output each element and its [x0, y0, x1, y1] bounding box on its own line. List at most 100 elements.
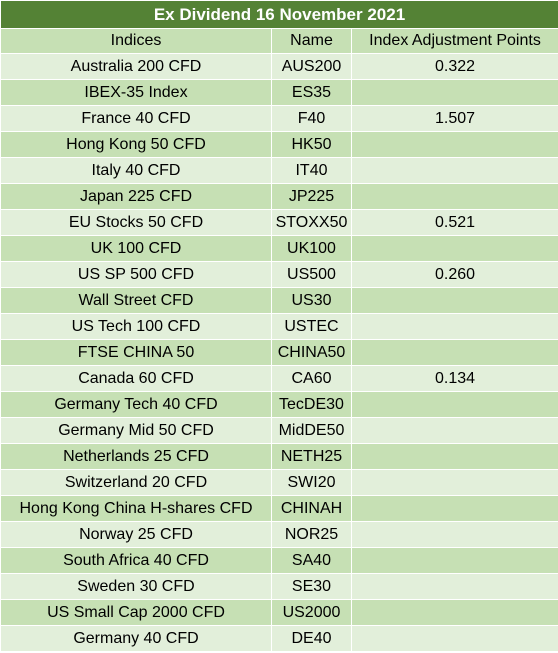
table-row: South Africa 40 CFD SA40 — [0, 547, 558, 574]
cell-adjustment-points — [350, 521, 558, 548]
column-header-name: Name — [271, 28, 352, 54]
cell-adjustment-points — [350, 625, 558, 652]
cell-adjustment-points — [350, 157, 558, 184]
cell-name: US2000 — [271, 599, 352, 626]
cell-index: US Small Cap 2000 CFD — [0, 599, 272, 626]
cell-adjustment-points — [350, 599, 558, 626]
cell-index: Italy 40 CFD — [0, 157, 272, 184]
cell-index: UK 100 CFD — [0, 235, 272, 262]
table-row: Norway 25 CFD NOR25 — [0, 521, 558, 548]
cell-index: Wall Street CFD — [0, 287, 272, 314]
table-row: Italy 40 CFD IT40 — [0, 157, 558, 184]
cell-adjustment-points: 0.260 — [350, 261, 558, 288]
table-row: France 40 CFD F40 1.507 — [0, 105, 558, 132]
cell-name: NOR25 — [271, 521, 352, 548]
table-row: Wall Street CFD US30 — [0, 287, 558, 314]
table-row: Netherlands 25 CFD NETH25 — [0, 443, 558, 470]
cell-adjustment-points — [350, 469, 558, 496]
cell-index: Hong Kong China H-shares CFD — [0, 495, 272, 522]
cell-adjustment-points — [350, 235, 558, 262]
cell-adjustment-points: 0.521 — [350, 209, 558, 236]
cell-adjustment-points: 0.322 — [350, 53, 558, 80]
cell-index: US SP 500 CFD — [0, 261, 272, 288]
cell-name: HK50 — [271, 131, 352, 158]
cell-index: Germany 40 CFD — [0, 625, 272, 652]
cell-index: France 40 CFD — [0, 105, 272, 132]
cell-name: STOXX50 — [271, 209, 352, 236]
cell-name: IT40 — [271, 157, 352, 184]
table-row: IBEX-35 Index ES35 — [0, 79, 558, 106]
table-row: Hong Kong 50 CFD HK50 — [0, 131, 558, 158]
cell-adjustment-points: 0.134 — [350, 365, 558, 392]
table-row: US Tech 100 CFD USTEC — [0, 313, 558, 340]
table-title: Ex Dividend 16 November 2021 — [0, 0, 558, 29]
cell-adjustment-points — [350, 313, 558, 340]
table-row: UK 100 CFD UK100 — [0, 235, 558, 262]
cell-index: Norway 25 CFD — [0, 521, 272, 548]
cell-index: Australia 200 CFD — [0, 53, 272, 80]
cell-index: Sweden 30 CFD — [0, 573, 272, 600]
table-row: EU Stocks 50 CFD STOXX50 0.521 — [0, 209, 558, 236]
cell-name: F40 — [271, 105, 352, 132]
cell-name: CHINAH — [271, 495, 352, 522]
cell-adjustment-points — [350, 287, 558, 314]
cell-index: Hong Kong 50 CFD — [0, 131, 272, 158]
cell-adjustment-points — [350, 79, 558, 106]
cell-name: SE30 — [271, 573, 352, 600]
table-row: Japan 225 CFD JP225 — [0, 183, 558, 210]
cell-index: South Africa 40 CFD — [0, 547, 272, 574]
cell-index: IBEX-35 Index — [0, 79, 272, 106]
cell-adjustment-points — [350, 339, 558, 366]
table-row: Germany Tech 40 CFD TecDE30 — [0, 391, 558, 418]
cell-name: MidDE50 — [271, 417, 352, 444]
cell-name: SA40 — [271, 547, 352, 574]
cell-index: Japan 225 CFD — [0, 183, 272, 210]
cell-index: Canada 60 CFD — [0, 365, 272, 392]
cell-index: FTSE CHINA 50 — [0, 339, 272, 366]
cell-name: USTEC — [271, 313, 352, 340]
cell-adjustment-points — [350, 573, 558, 600]
cell-name: US500 — [271, 261, 352, 288]
cell-name: ES35 — [271, 79, 352, 106]
table-row: Switzerland 20 CFD SWI20 — [0, 469, 558, 496]
cell-name: CHINA50 — [271, 339, 352, 366]
cell-adjustment-points: 1.507 — [350, 105, 558, 132]
cell-name: JP225 — [271, 183, 352, 210]
table-row: US Small Cap 2000 CFD US2000 — [0, 599, 558, 626]
cell-name: NETH25 — [271, 443, 352, 470]
cell-index: US Tech 100 CFD — [0, 313, 272, 340]
column-header-index-adjustment-points: Index Adjustment Points — [350, 28, 558, 54]
cell-name: UK100 — [271, 235, 352, 262]
cell-index: Netherlands 25 CFD — [0, 443, 272, 470]
cell-adjustment-points — [350, 391, 558, 418]
cell-adjustment-points — [350, 131, 558, 158]
cell-name: TecDE30 — [271, 391, 352, 418]
cell-index: Germany Mid 50 CFD — [0, 417, 272, 444]
cell-name: SWI20 — [271, 469, 352, 496]
title-row: Ex Dividend 16 November 2021 — [0, 0, 558, 29]
cell-adjustment-points — [350, 183, 558, 210]
cell-name: AUS200 — [271, 53, 352, 80]
table-body: Australia 200 CFD AUS200 0.322 IBEX-35 Inde… — [0, 53, 558, 652]
cell-index: Switzerland 20 CFD — [0, 469, 272, 496]
cell-index: Germany Tech 40 CFD — [0, 391, 272, 418]
cell-name: US30 — [271, 287, 352, 314]
table-row: Hong Kong China H-shares CFD CHINAH — [0, 495, 558, 522]
table-row: Sweden 30 CFD SE30 — [0, 573, 558, 600]
table-row: Canada 60 CFD CA60 0.134 — [0, 365, 558, 392]
table-row: Australia 200 CFD AUS200 0.322 — [0, 53, 558, 80]
table-row: FTSE CHINA 50 CHINA50 — [0, 339, 558, 366]
cell-adjustment-points — [350, 443, 558, 470]
table-row: Germany 40 CFD DE40 — [0, 625, 558, 652]
header-row: Indices Name Index Adjustment Points — [0, 28, 558, 54]
cell-adjustment-points — [350, 417, 558, 444]
cell-name: DE40 — [271, 625, 352, 652]
cell-index: EU Stocks 50 CFD — [0, 209, 272, 236]
column-header-indices: Indices — [0, 28, 272, 54]
table-row: US SP 500 CFD US500 0.260 — [0, 261, 558, 288]
table-row: Germany Mid 50 CFD MidDE50 — [0, 417, 558, 444]
cell-adjustment-points — [350, 547, 558, 574]
cell-name: CA60 — [271, 365, 352, 392]
cell-adjustment-points — [350, 495, 558, 522]
